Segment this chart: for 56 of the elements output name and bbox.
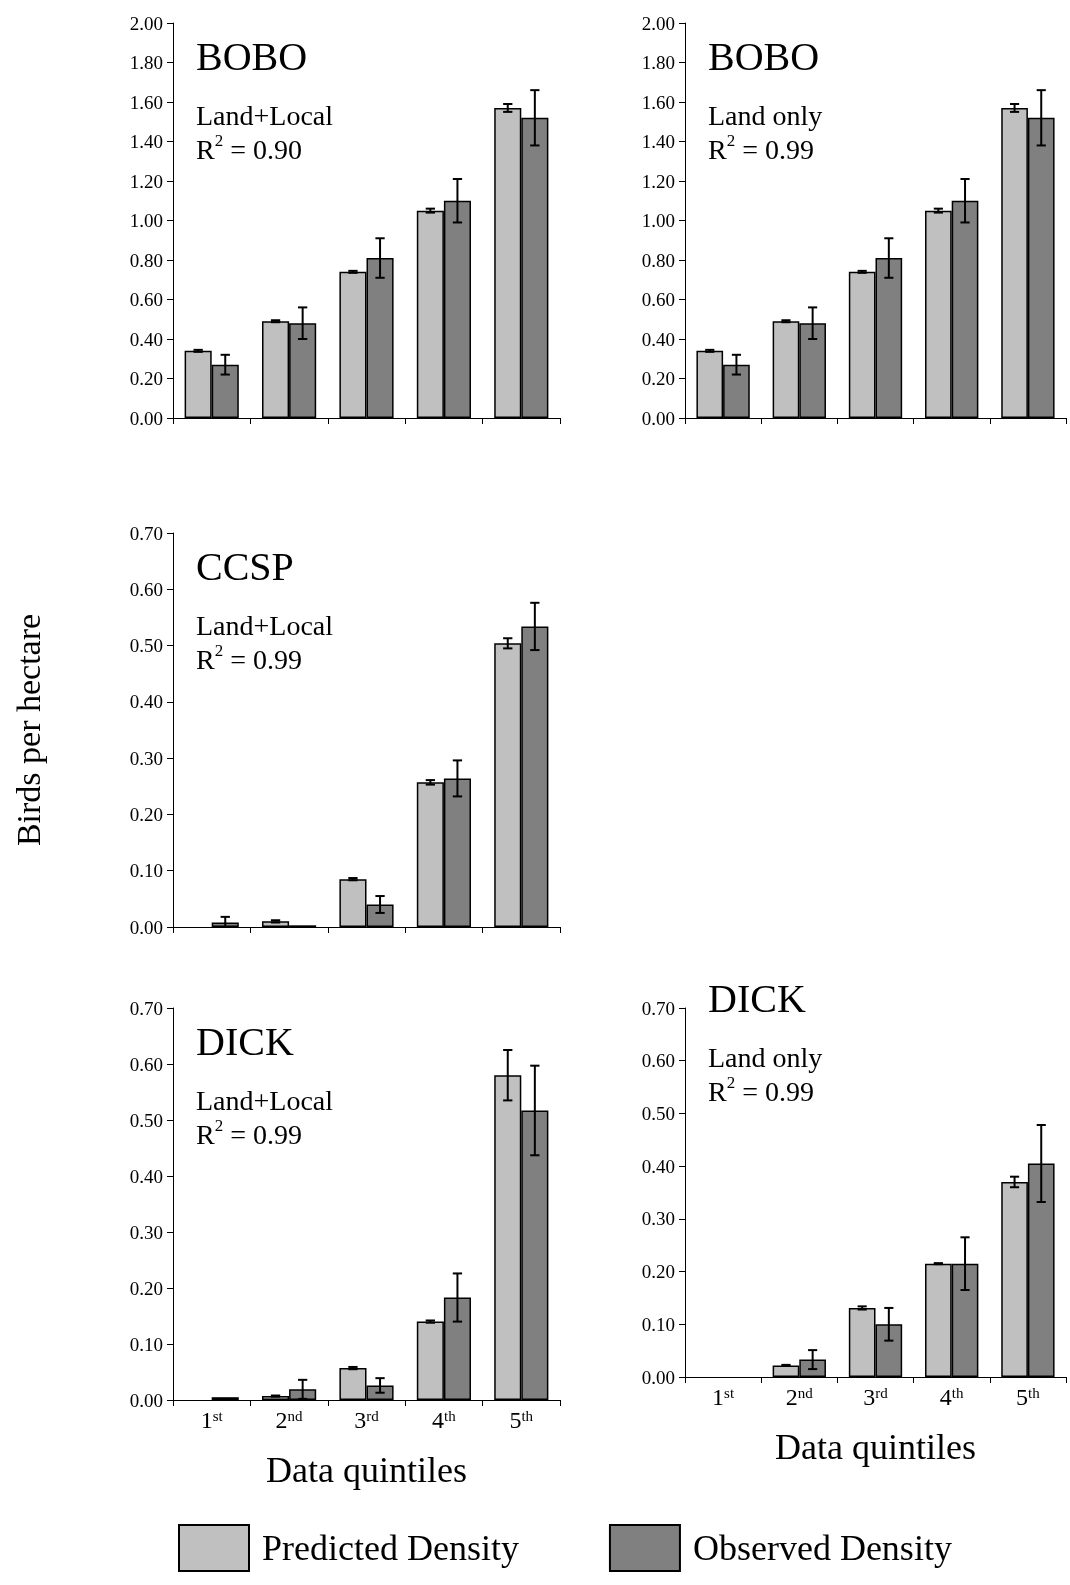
- y-tick-label: 0.00: [129, 1389, 163, 1411]
- y-tick-label: 0.10: [129, 1333, 163, 1355]
- y-tick-label: 0.10: [641, 1313, 675, 1335]
- y-tick-label: 1.20: [129, 170, 163, 192]
- y-tick-label: 1.80: [641, 52, 675, 73]
- chart-title: DICK: [196, 1018, 294, 1064]
- y-tick-label: 0.60: [129, 578, 163, 600]
- y-tick-label: 0.50: [129, 635, 163, 657]
- y-tick-label: 0.20: [129, 803, 163, 825]
- y-tick-label: 0.30: [129, 747, 163, 769]
- y-tick-label: 0.80: [641, 249, 675, 271]
- legend-label: Predicted Density: [262, 1528, 519, 1568]
- chart-title: CCSP: [196, 543, 294, 589]
- y-tick-label: 0.60: [129, 289, 163, 310]
- y-tick-label: 0.60: [641, 289, 675, 310]
- y-tick-label: 1.40: [641, 131, 675, 152]
- y-tick-label: 0.40: [129, 691, 163, 713]
- y-tick-label: 0.10: [129, 860, 163, 882]
- y-tick-label: 0.40: [129, 328, 163, 350]
- y-tick-label: 0.00: [641, 1366, 675, 1388]
- y-tick-label: 0.00: [641, 407, 675, 429]
- y-tick-label: 1.00: [641, 210, 675, 231]
- y-tick-label: 0.50: [641, 1102, 675, 1124]
- y-tick-label: 1.80: [129, 52, 163, 73]
- x-axis-title: Data quintiles: [775, 1427, 976, 1467]
- y-tick-label: 0.20: [129, 368, 163, 389]
- y-tick-label: 0.00: [129, 916, 163, 938]
- y-tick-label: 1.60: [129, 91, 163, 113]
- y-tick-label: 1.00: [129, 210, 163, 231]
- y-axis-title: Birds per hectare: [9, 613, 47, 847]
- legend-label: Observed Density: [692, 1528, 952, 1568]
- y-tick-label: 0.40: [641, 1155, 675, 1177]
- x-axis-title: Data quintiles: [266, 1450, 467, 1490]
- y-tick-label: 0.40: [641, 328, 675, 350]
- y-tick-label: 0.30: [129, 1221, 163, 1243]
- y-tick-label: 0.00: [129, 407, 163, 429]
- y-tick-label: 0.70: [129, 522, 163, 544]
- y-tick-label: 0.70: [129, 997, 163, 1019]
- chart-title: BOBO: [196, 33, 308, 79]
- y-tick-label: 0.60: [641, 1050, 675, 1072]
- y-tick-label: 1.20: [641, 170, 675, 192]
- y-tick-label: 1.60: [641, 91, 675, 113]
- y-tick-label: 0.60: [129, 1053, 163, 1075]
- chart-title: BOBO: [708, 33, 820, 79]
- y-tick-label: 0.20: [641, 368, 675, 389]
- chart-title: DICK: [708, 975, 806, 1021]
- y-tick-label: 2.00: [641, 12, 675, 34]
- y-tick-label: 0.20: [129, 1277, 163, 1299]
- y-tick-label: 0.70: [641, 997, 675, 1019]
- y-tick-label: 0.20: [641, 1261, 675, 1283]
- y-tick-label: 2.00: [129, 12, 163, 34]
- y-tick-label: 0.30: [641, 1208, 675, 1230]
- y-tick-label: 0.80: [129, 249, 163, 271]
- y-tick-label: 0.50: [129, 1109, 163, 1131]
- y-tick-label: 1.40: [129, 131, 163, 152]
- y-tick-label: 0.40: [129, 1165, 163, 1187]
